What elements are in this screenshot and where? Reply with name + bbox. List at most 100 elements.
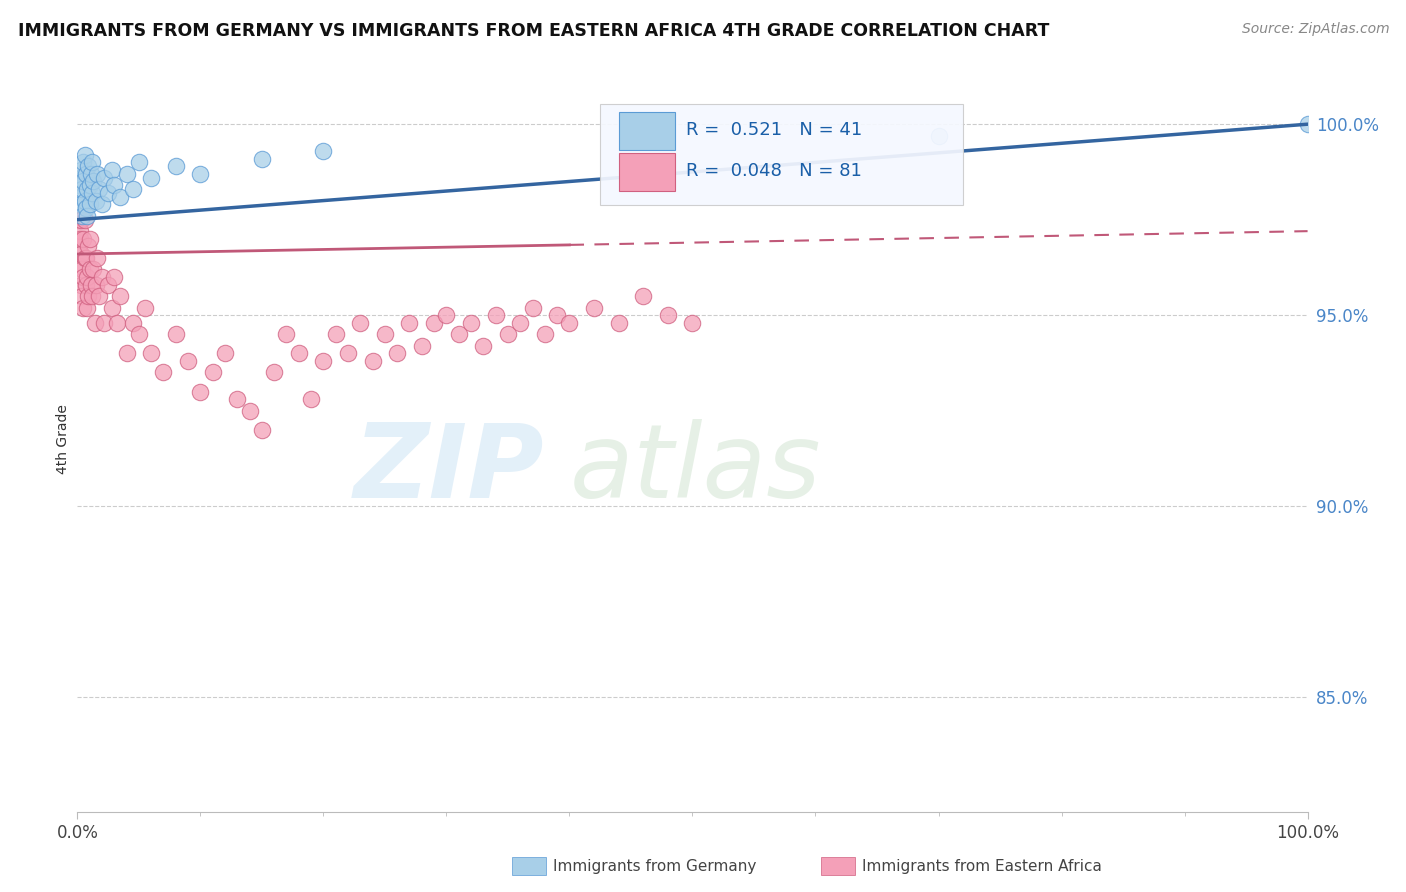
Point [103, 178, 125, 193]
Point [79, 197, 101, 211]
Point [84, 194, 107, 208]
Point [76, 182, 98, 196]
Point [250, 423, 273, 437]
Point [77, 289, 100, 303]
Point [263, 366, 285, 380]
Point [70, 247, 93, 261]
Point [90, 197, 114, 211]
Point [76, 209, 98, 223]
Point [110, 289, 132, 303]
Point [128, 327, 150, 342]
Point [70, 163, 93, 178]
Point [423, 316, 446, 330]
Point [607, 316, 630, 330]
Point [70, 262, 93, 277]
Point [79, 178, 101, 193]
Point [75, 277, 97, 292]
Point [522, 301, 544, 315]
Text: ZIP: ZIP [354, 418, 546, 520]
FancyBboxPatch shape [619, 112, 675, 151]
FancyBboxPatch shape [619, 153, 675, 191]
Point [398, 316, 420, 330]
Point [411, 339, 433, 353]
Point [188, 167, 212, 181]
Point [134, 301, 156, 315]
Point [72, 270, 94, 285]
Point [67, 178, 90, 193]
Point [73, 194, 96, 208]
Point [534, 327, 557, 342]
Point [447, 327, 470, 342]
Point [633, 289, 655, 303]
Point [70, 209, 93, 223]
Point [73, 212, 96, 227]
Point [69, 170, 91, 185]
Point [69, 224, 91, 238]
Text: IMMIGRANTS FROM GERMANY VS IMMIGRANTS FROM EASTERN AFRICA 4TH GRADE CORRELATION : IMMIGRANTS FROM GERMANY VS IMMIGRANTS FR… [18, 22, 1050, 40]
Point [546, 308, 568, 322]
Text: R =  0.048   N = 81: R = 0.048 N = 81 [686, 162, 862, 180]
Point [349, 316, 371, 330]
Point [312, 144, 335, 158]
Point [97, 277, 120, 292]
Point [79, 262, 101, 277]
Point [70, 197, 93, 211]
Point [460, 316, 482, 330]
Point [239, 403, 262, 417]
Point [325, 327, 347, 342]
Point [69, 190, 91, 204]
Point [141, 170, 163, 185]
Point [496, 327, 519, 342]
Point [103, 270, 125, 285]
Point [69, 232, 91, 246]
Point [250, 152, 273, 166]
Point [385, 346, 409, 360]
Point [214, 346, 236, 360]
Point [93, 316, 115, 330]
Point [79, 232, 101, 246]
Point [141, 346, 163, 360]
Point [86, 251, 108, 265]
Point [70, 182, 93, 196]
Point [276, 327, 298, 342]
Point [67, 212, 90, 227]
Point [76, 270, 98, 285]
Point [77, 239, 100, 253]
Point [72, 174, 94, 188]
Point [152, 366, 174, 380]
Point [288, 346, 311, 360]
Point [82, 174, 104, 188]
Point [583, 301, 606, 315]
Point [70, 212, 93, 227]
Point [128, 155, 150, 169]
Point [72, 155, 94, 169]
Point [188, 384, 212, 399]
Point [374, 327, 396, 342]
Point [75, 201, 97, 215]
Point [80, 277, 103, 292]
Point [201, 366, 224, 380]
Point [80, 167, 103, 181]
Point [472, 339, 495, 353]
FancyBboxPatch shape [600, 104, 963, 204]
Point [165, 327, 187, 342]
Point [82, 262, 104, 277]
Point [226, 392, 249, 407]
Point [76, 301, 98, 315]
Point [70, 277, 93, 292]
Point [75, 251, 97, 265]
Text: atlas: atlas [569, 419, 821, 519]
Point [83, 316, 105, 330]
Point [73, 251, 96, 265]
Text: Source: ZipAtlas.com: Source: ZipAtlas.com [1241, 22, 1389, 37]
Y-axis label: 4th Grade: 4th Grade [56, 404, 70, 475]
Point [82, 186, 104, 200]
Point [657, 308, 679, 322]
Point [436, 308, 458, 322]
Point [75, 167, 97, 181]
Point [361, 354, 384, 368]
Point [72, 301, 94, 315]
Point [299, 392, 322, 407]
Point [72, 232, 94, 246]
Point [165, 159, 187, 173]
